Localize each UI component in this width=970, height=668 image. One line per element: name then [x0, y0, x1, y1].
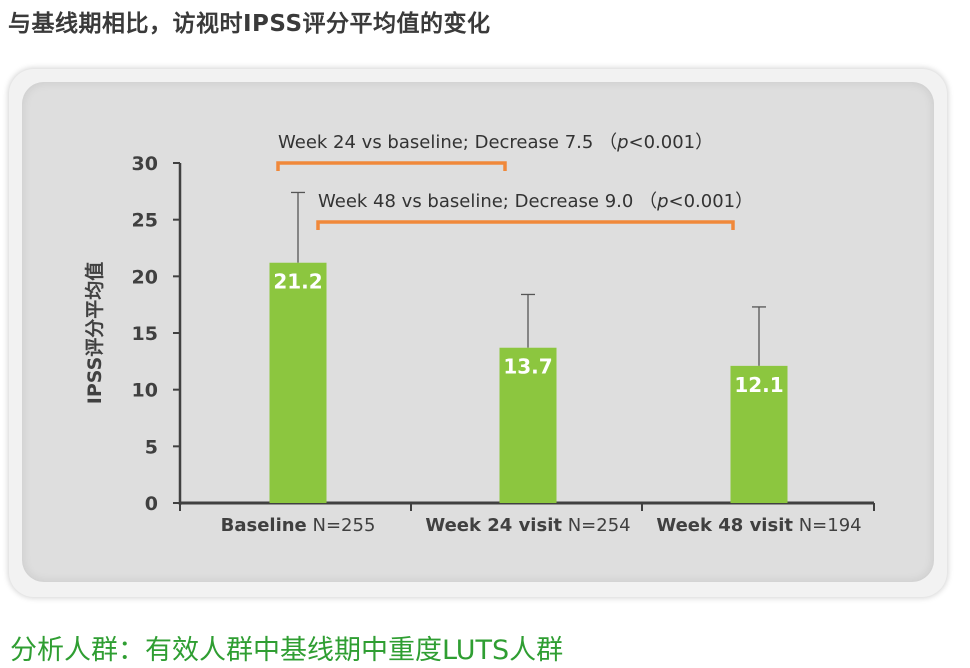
y-tick-label: 10	[132, 380, 158, 402]
x-category-label: Week 24 visit N=254	[425, 515, 630, 536]
p-close-paren: ）	[695, 132, 713, 153]
x-category-name: Baseline	[221, 515, 307, 536]
comparison-annotation: Week 24 vs baseline; Decrease 7.5 （p<0.0…	[278, 132, 713, 153]
bar	[499, 347, 557, 503]
comparison-bracket	[316, 220, 735, 230]
x-category-n: N=194	[793, 515, 862, 536]
x-category-name: Week 24 visit	[425, 515, 562, 536]
p-symbol: p	[616, 132, 628, 153]
bar	[269, 262, 327, 503]
bar	[730, 365, 788, 503]
x-category-label: Baseline N=255	[221, 515, 376, 536]
y-tick-label: 15	[132, 323, 158, 345]
p-value: <0.001	[669, 191, 736, 212]
bar-value-label: 13.7	[503, 355, 552, 379]
comparison-text: Week 48 vs baseline; Decrease 9.0	[318, 191, 639, 212]
p-open-paren: （	[639, 191, 657, 212]
comparison-annotation: Week 48 vs baseline; Decrease 9.0 （p<0.0…	[318, 191, 753, 212]
p-value: <0.001	[629, 132, 696, 153]
y-axis-label: IPSS评分平均值	[83, 262, 106, 405]
page-title: 与基线期相比，访视时IPSS评分平均值的变化	[8, 11, 491, 37]
x-category-n: N=255	[307, 515, 376, 536]
x-category-label: Week 48 visit N=194	[656, 515, 861, 536]
x-category-n: N=254	[562, 515, 631, 536]
x-category-name: Week 48 visit	[656, 515, 793, 536]
y-tick-label: 20	[132, 266, 158, 288]
y-tick-label: 30	[132, 153, 158, 175]
y-tick-label: 5	[145, 436, 158, 458]
p-open-paren: （	[599, 132, 617, 153]
comparison-text: Week 24 vs baseline; Decrease 7.5	[278, 132, 599, 153]
bar-value-label: 21.2	[273, 270, 322, 294]
y-tick-label: 25	[132, 210, 158, 232]
comparison-bracket	[276, 161, 507, 171]
p-symbol: p	[656, 191, 668, 212]
bar-value-label: 12.1	[734, 373, 783, 397]
analysis-population-footnote: 分析人群：有效人群中基线期中重度LUTS人群	[10, 635, 564, 666]
y-tick-label: 0	[145, 493, 158, 515]
p-close-paren: ）	[735, 191, 753, 212]
